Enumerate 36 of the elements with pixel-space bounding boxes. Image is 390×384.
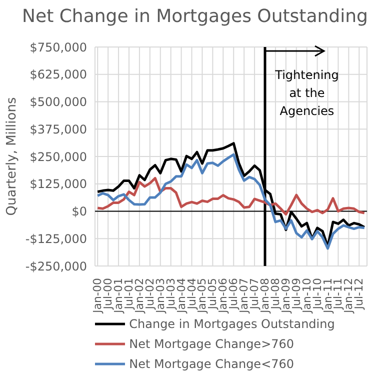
x-tick-label: Jul-11 xyxy=(332,278,345,310)
x-tick-label: Jul-03 xyxy=(164,278,178,310)
x-tick-label: Jan-01 xyxy=(112,278,126,314)
x-tick-label: Jul-00 xyxy=(102,278,115,310)
x-tick-label: Jul-09 xyxy=(290,278,303,310)
line-series xyxy=(96,176,366,216)
legend-label: Change in Mortgages Outstanding xyxy=(129,316,335,333)
x-tick-label: Jul-02 xyxy=(143,278,156,310)
y-tick-label: $125,000 xyxy=(30,177,87,192)
x-tick-label: Jul-05 xyxy=(206,278,220,310)
x-tick-label: Jul-10 xyxy=(310,278,324,310)
y-tick-label: $500,000 xyxy=(30,95,87,110)
ref-line-label: Tightening at the Agencies xyxy=(274,68,339,118)
x-tick-label: Jan-06 xyxy=(216,278,230,314)
y-tick-label: -$250,000 xyxy=(25,259,87,274)
x-tick-label: Jan-12 xyxy=(342,278,356,314)
legend-label: Net Mortgage Change>760 xyxy=(129,336,294,353)
y-tick-label: $250,000 xyxy=(30,150,87,164)
x-tick-label: Jul-08 xyxy=(268,278,282,310)
x-tick-label: Jul-04 xyxy=(185,278,198,310)
legend-label: Net Mortgage Change<760 xyxy=(129,356,294,373)
y-tick-label: $0 xyxy=(72,204,87,219)
x-tick-label: Jul-01 xyxy=(122,278,136,310)
y-tick-label: $750,000 xyxy=(30,40,87,54)
x-tick-label: Jan-08 xyxy=(258,278,272,314)
x-tick-label: Jul-12 xyxy=(352,278,366,310)
x-tick-label: Jul-07 xyxy=(248,278,262,310)
y-tick-label: $625,000 xyxy=(30,68,87,82)
x-tick-label: Jan-07 xyxy=(238,278,251,314)
x-tick-label: Jul-06 xyxy=(227,278,240,310)
y-tick-label: $375,000 xyxy=(30,122,87,136)
y-tick-label: -$125,000 xyxy=(25,232,87,246)
x-tick-label: Jan-00 xyxy=(91,278,104,314)
x-tick-label: Jan-05 xyxy=(196,278,209,314)
y-axis-title: Quarterly, Millions xyxy=(4,96,20,216)
chart-title: Net Change in Mortgages Outstanding xyxy=(21,6,369,27)
